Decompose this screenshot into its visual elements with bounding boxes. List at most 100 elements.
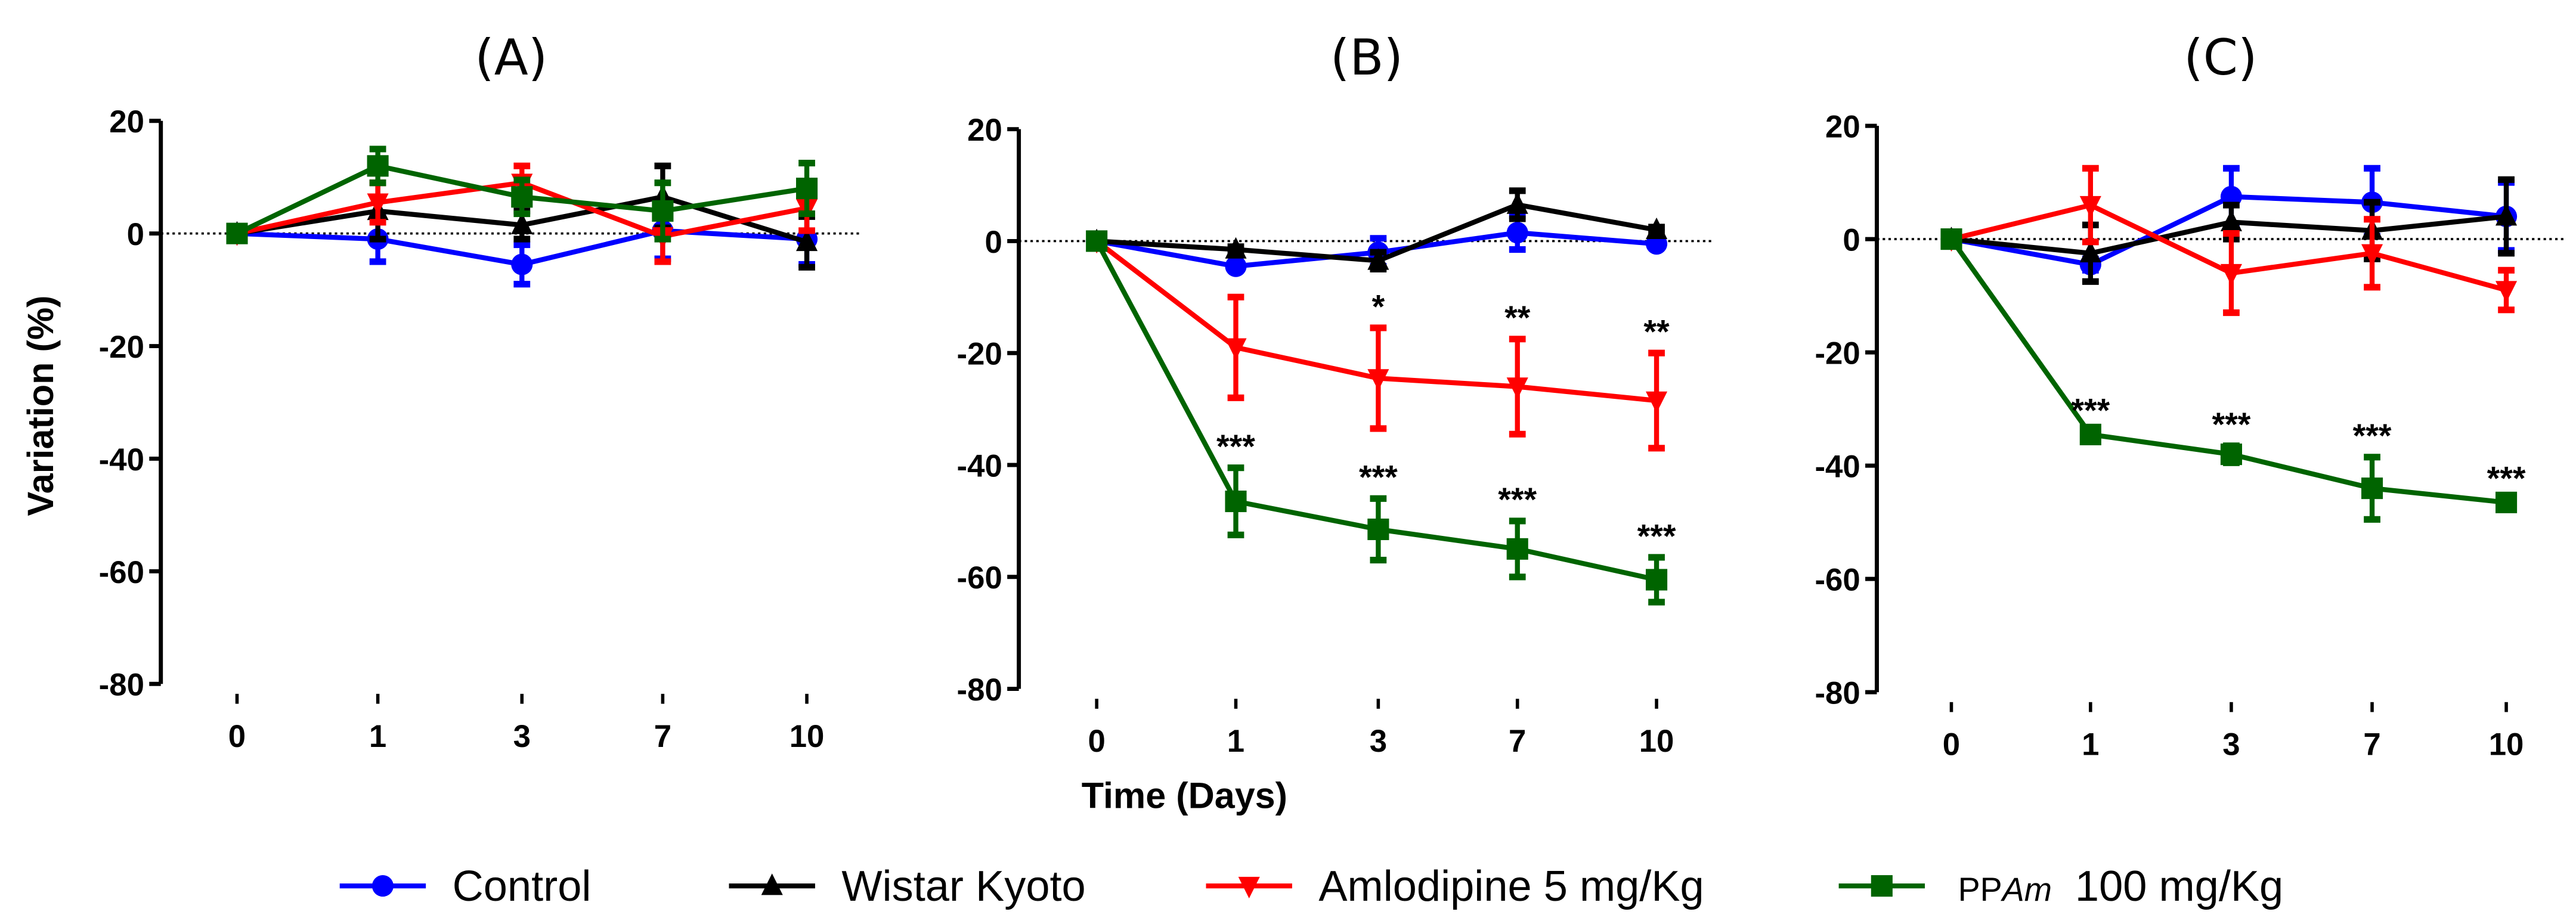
data-point (1225, 490, 1247, 513)
legend-label-italic: Am (2001, 871, 2052, 908)
x-tick-label: 7 (1509, 724, 1526, 759)
x-tick-label: 0 (1088, 724, 1105, 759)
legend-item: Control (339, 863, 592, 910)
series-ppam-100-mg-kg (1086, 230, 1668, 606)
y-tick-label: -60 (1815, 563, 1860, 598)
data-point (1225, 237, 1247, 259)
data-point (2079, 423, 2101, 445)
y-tick-label: -20 (957, 337, 1002, 372)
y-tick-label: -60 (99, 555, 144, 590)
significance-label: *** (2212, 406, 2251, 443)
series-ppam-100-mg-kg (226, 145, 818, 244)
legend-item: Wistar Kyoto (729, 863, 1086, 910)
data-point (1225, 255, 1247, 277)
data-point (2220, 444, 2242, 466)
y-tick-label: 0 (127, 217, 144, 252)
data-point (226, 222, 248, 244)
significance-label: ** (1643, 314, 1670, 351)
y-tick-label: 20 (109, 104, 144, 139)
data-point (2496, 204, 2518, 226)
x-tick-label: 1 (2082, 727, 2099, 762)
legend-marker (371, 875, 394, 897)
legend-label: PPAm 100 mg/Kg (1958, 863, 2284, 910)
legend-label: Wistar Kyoto (841, 863, 1085, 910)
x-tick-label: 7 (2363, 727, 2380, 762)
y-tick-label: -60 (957, 560, 1002, 596)
x-axis-label: Time (Days) (1082, 776, 1287, 816)
y-tick-label: -80 (99, 668, 144, 703)
panel-title: (C) (2184, 29, 2257, 86)
significance-label: *** (1359, 459, 1398, 496)
data-point (1086, 230, 1108, 252)
significance-label: *** (1637, 517, 1676, 554)
legend-item: Amlodipine 5 mg/Kg (1206, 863, 1704, 910)
data-point (2079, 196, 2101, 218)
x-tick-label: 10 (1639, 724, 1674, 759)
data-point (2220, 209, 2242, 231)
series-amlodipine-5-mg-kg (1940, 165, 2518, 317)
data-point (1506, 538, 1528, 560)
significance-label: *** (2071, 392, 2110, 429)
legend-label-suffix: 100 mg/Kg (2075, 863, 2283, 910)
legend-marker (1871, 875, 1893, 897)
data-point (511, 212, 533, 234)
data-point (1506, 192, 1528, 214)
y-tick-label: 0 (1843, 223, 1860, 258)
significance-label: *** (1498, 481, 1537, 518)
x-tick-label: 3 (1370, 724, 1387, 759)
x-tick-label: 1 (1227, 724, 1244, 759)
data-point (2361, 477, 2383, 500)
legend-marker (761, 873, 783, 895)
data-point (652, 200, 674, 222)
x-tick-label: 1 (369, 719, 386, 754)
y-tick-label: 20 (1825, 110, 1860, 145)
y-tick-label: 0 (984, 225, 1002, 260)
data-point (1940, 228, 1962, 250)
significance-label: *** (2353, 417, 2392, 454)
data-point (2079, 241, 2101, 263)
data-point (796, 230, 818, 252)
y-tick-label: -80 (1815, 676, 1860, 711)
significance-label: * (1372, 288, 1385, 325)
y-tick-label: -20 (99, 330, 144, 365)
data-point (511, 253, 533, 275)
y-tick-label: -80 (957, 672, 1002, 708)
data-point (1646, 391, 1668, 413)
y-tick-label: -40 (957, 448, 1002, 483)
data-point (1367, 369, 1389, 391)
legend-label-prefix: PP (1958, 871, 2002, 908)
data-point (2220, 263, 2242, 286)
data-point (1367, 518, 1389, 541)
panel-title: (B) (1330, 29, 1403, 86)
y-tick-label: -40 (99, 442, 144, 477)
legend-item: PPAm 100 mg/Kg (1838, 863, 2284, 910)
data-point (1646, 569, 1668, 591)
x-tick-label: 0 (1943, 727, 1960, 762)
x-tick-label: 7 (654, 719, 671, 754)
y-tick-label: -20 (1815, 336, 1860, 371)
data-point (367, 155, 389, 177)
data-point (796, 178, 818, 200)
data-point (1225, 338, 1247, 360)
x-tick-label: 3 (513, 719, 531, 754)
data-point (1506, 222, 1528, 244)
x-tick-label: 10 (789, 719, 825, 754)
series-ppam-100-mg-kg (1940, 228, 2518, 523)
legend-label: Control (453, 863, 592, 910)
y-tick-label: -40 (1815, 449, 1860, 485)
series-wistar-kyoto (1086, 187, 1668, 272)
panel-c: (C) 20 0 -20 -40 -60 -80 0 1 3 7 10 *** *** *** *** (1815, 29, 2565, 762)
data-point (2496, 281, 2518, 303)
y-axis-label: Variation (%) (20, 295, 61, 516)
series-amlodipine-5-mg-kg (1086, 232, 1668, 452)
x-tick-label: 10 (2489, 727, 2524, 762)
data-point (2496, 491, 2518, 513)
legend-label: Amlodipine 5 mg/Kg (1318, 863, 1704, 910)
panel-a: (A) 20 0 -20 -40 -60 -80 0 1 3 7 10 (99, 29, 862, 754)
significance-label: *** (1216, 428, 1255, 465)
y-tick-label: 20 (967, 113, 1002, 148)
panel-b: (B)200-20-40-60-800 1 3 7 10* ** *************… (957, 29, 1715, 759)
data-point (2361, 244, 2383, 266)
significance-label: *** (2487, 460, 2526, 497)
